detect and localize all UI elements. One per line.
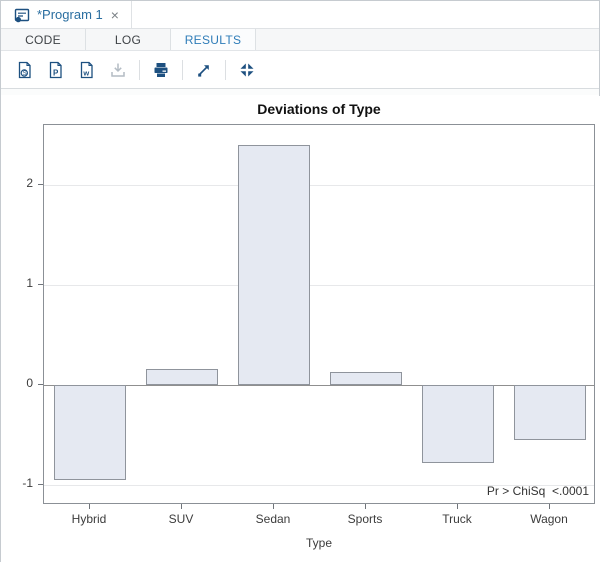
x-tick-label: Wagon <box>530 512 568 526</box>
gridline <box>44 484 594 486</box>
y-tick-label: 2 <box>26 176 33 190</box>
download-pdf-icon[interactable]: P <box>44 58 68 82</box>
x-tick <box>549 504 550 509</box>
x-tick <box>181 504 182 509</box>
bar-hybrid <box>54 385 126 480</box>
tab-program-1-label: *Program 1 <box>37 7 103 22</box>
print-icon[interactable] <box>149 58 173 82</box>
bar-truck <box>422 385 494 463</box>
gridline <box>44 284 594 286</box>
y-tick <box>38 284 43 285</box>
plot-area <box>43 124 595 504</box>
results-tab-strip: CODE LOG RESULTS <box>1 29 599 51</box>
results-chart: Deviations of Type Pr > ChiSq <.0001 Typ… <box>1 96 600 563</box>
tab-log[interactable]: LOG <box>86 29 171 50</box>
y-tick-label: -1 <box>22 476 33 490</box>
svg-text:S: S <box>23 71 27 77</box>
gridline <box>44 184 594 186</box>
x-tick <box>273 504 274 509</box>
program-icon <box>13 6 31 24</box>
tab-results[interactable]: RESULTS <box>171 29 256 50</box>
x-tick <box>365 504 366 509</box>
toolbar-separator <box>225 59 226 80</box>
x-tick-label: Sedan <box>255 512 291 526</box>
x-tick-label: Hybrid <box>71 512 107 526</box>
download-word-icon[interactable]: w <box>75 58 99 82</box>
svg-text:w: w <box>82 68 89 77</box>
y-tick <box>38 484 43 485</box>
bar-suv <box>146 369 218 385</box>
bar-sedan <box>238 145 310 385</box>
x-tick-label: SUV <box>168 512 194 526</box>
y-tick-label: 0 <box>26 376 33 390</box>
tab-program-1[interactable]: *Program 1 × <box>5 1 132 28</box>
chart-annotation: Pr > ChiSq <.0001 <box>486 484 589 498</box>
x-tick <box>89 504 90 509</box>
x-axis-title: Type <box>305 536 332 550</box>
toolbar-separator <box>139 59 140 80</box>
toolbar-separator <box>182 59 183 80</box>
bar-wagon <box>514 385 586 440</box>
svg-text:P: P <box>53 68 59 77</box>
x-tick-label: Truck <box>442 512 472 526</box>
exit-maximize-icon[interactable] <box>235 58 259 82</box>
close-icon[interactable]: × <box>110 6 119 23</box>
download-icon <box>106 58 130 82</box>
x-tick-label: Sports <box>347 512 383 526</box>
bar-sports <box>330 372 402 385</box>
x-tick <box>457 504 458 509</box>
download-html-icon[interactable]: S <box>13 58 37 82</box>
zero-line <box>44 384 594 386</box>
y-tick-label: 1 <box>26 276 33 290</box>
chart-title: Deviations of Type <box>257 101 381 117</box>
content-divider <box>1 89 599 95</box>
results-toolbar: S P w <box>1 51 599 89</box>
y-tick <box>38 184 43 185</box>
tab-code[interactable]: CODE <box>1 29 86 50</box>
document-tab-bar: *Program 1 × <box>1 1 599 29</box>
y-tick <box>38 384 43 385</box>
open-new-window-icon[interactable] <box>192 58 216 82</box>
